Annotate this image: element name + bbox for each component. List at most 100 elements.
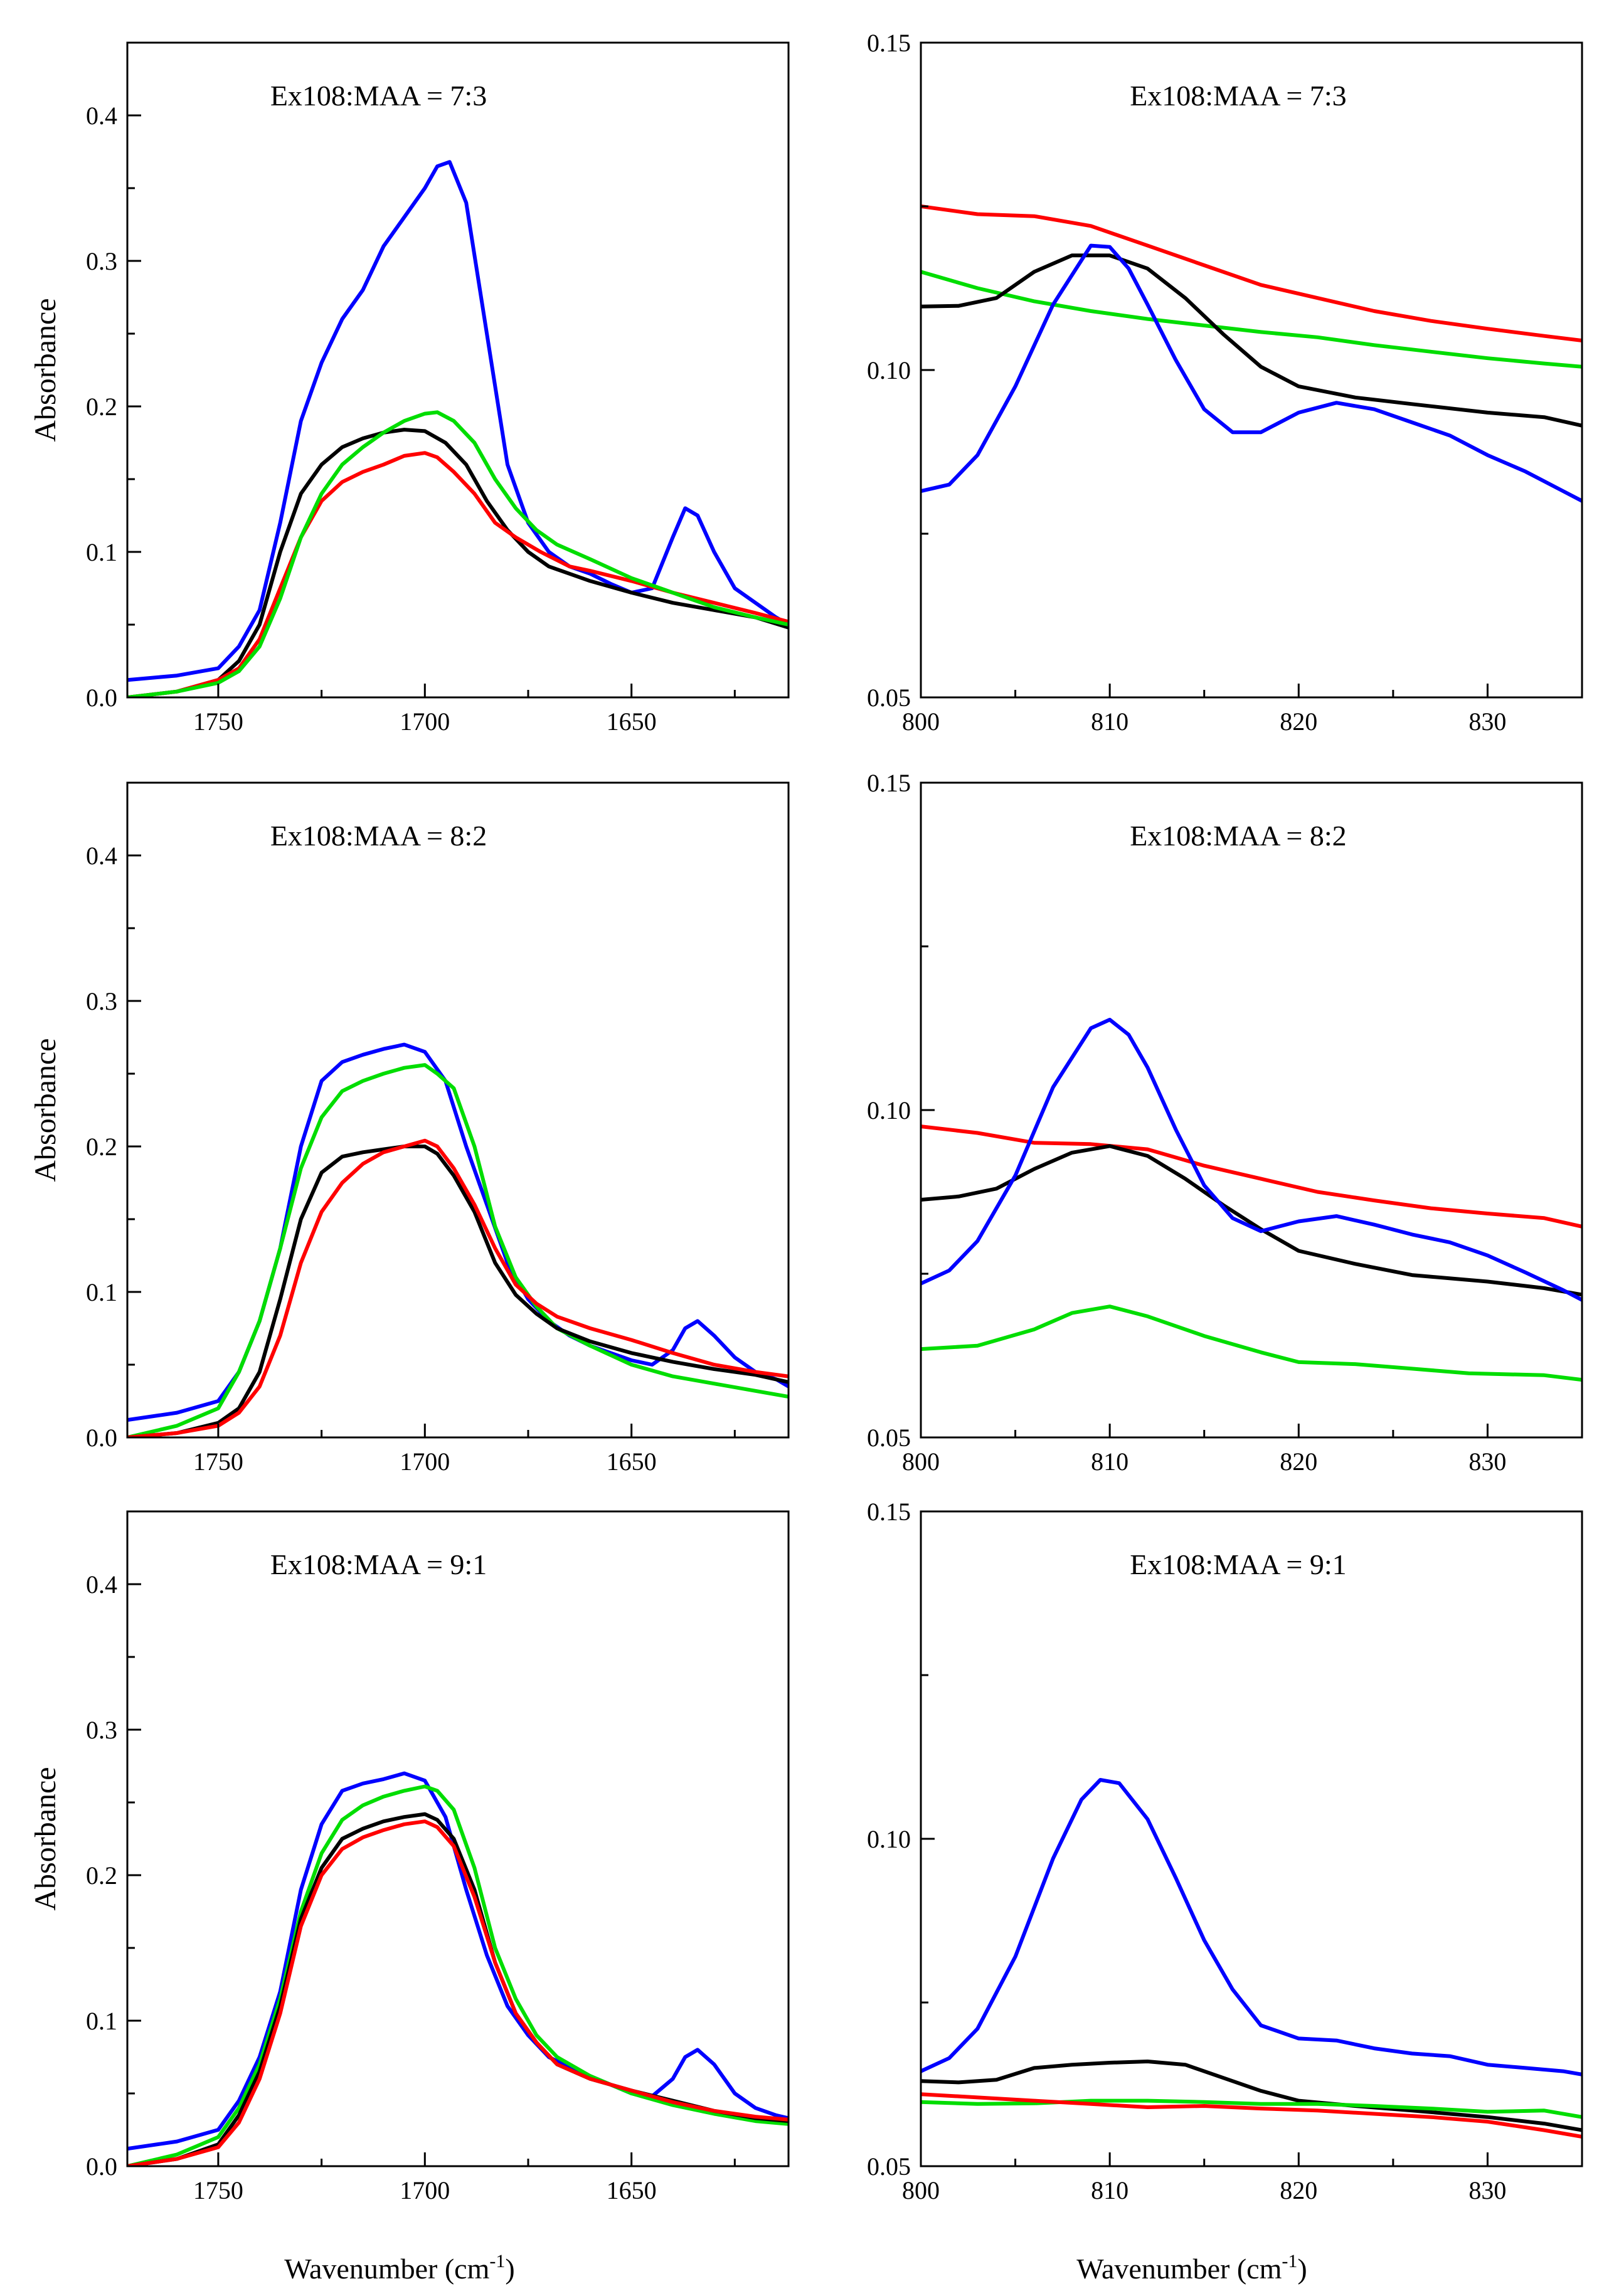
- x-tick-label: 1650: [607, 1447, 657, 1476]
- series-line-4: [921, 2092, 1582, 2139]
- series-line-2: [921, 270, 1582, 369]
- y-tick-label: 0.4: [86, 842, 117, 870]
- x-tick-label: 1650: [607, 2176, 657, 2204]
- x-axis-label-right: Wavenumber (cm-1): [1076, 2251, 1307, 2285]
- plot-area: [127, 43, 789, 697]
- x-axis-label-text: Wavenumber (cm-1): [284, 2251, 514, 2285]
- y-axis-label: Absorbance: [29, 1038, 62, 1182]
- x-tick-label: 810: [1091, 1447, 1128, 1476]
- axes-frame: [126, 1510, 790, 2167]
- series-line-1: [921, 204, 1582, 342]
- series-group: [921, 204, 1582, 503]
- series-line-1: [921, 1778, 1582, 2076]
- x-tick-label: 830: [1468, 2176, 1506, 2204]
- x-tick-label: 830: [1468, 707, 1506, 736]
- y-tick-label: 0.0: [86, 684, 117, 712]
- series-line-1: [921, 1124, 1582, 1229]
- y-tick-label: 0.4: [86, 102, 117, 130]
- series-group: [921, 1778, 1582, 2139]
- x-axis-label-text: Wavenumber (cm-1): [1076, 2251, 1307, 2285]
- chart-panel-3: 1750 1700 1650 0.0 0.1 0.2 0.3 0.4 Ex108:MAA = 8…: [29, 781, 790, 1476]
- series-line-3: [921, 1017, 1582, 1302]
- axes-frame: [126, 781, 790, 1439]
- series-group: [921, 1017, 1582, 1382]
- y-tick-label: 0.15: [867, 29, 911, 57]
- y-tick-label: 0.2: [86, 1133, 117, 1161]
- x-tick-label: 1750: [193, 2176, 243, 2204]
- series-line-4: [127, 1138, 789, 1437]
- series-group: [127, 1771, 789, 2166]
- axes-frame: [126, 41, 790, 699]
- y-axis-label: Absorbance: [29, 298, 62, 442]
- x-tick-label: 1750: [193, 1447, 243, 1476]
- y-tick-label: 0.1: [86, 2007, 117, 2035]
- plot-area: [921, 1511, 1582, 2166]
- series-line-3: [127, 1145, 789, 1437]
- x-tick-label: 800: [902, 707, 940, 736]
- series-group: [127, 160, 789, 697]
- x-tick-label: 810: [1091, 707, 1128, 736]
- x-tick-label: 800: [902, 2176, 940, 2204]
- panels: 1750 1700 1650 0.0 0.1 0.2 0.3 0.4 Ex108:MAA = 7…: [29, 29, 1583, 2204]
- y-tick-label: 0.3: [86, 1716, 117, 1744]
- chart-title: Ex108:MAA = 8:2: [270, 820, 487, 852]
- chart-panel-1: 1750 1700 1650 0.0 0.1 0.2 0.3 0.4 Ex108:MAA = 7…: [29, 41, 790, 736]
- x-tick-label: 1700: [400, 707, 450, 736]
- series-line-1: [127, 1771, 789, 2151]
- y-tick-label: 0.05: [867, 2152, 911, 2181]
- y-tick-label: 0.4: [86, 1570, 117, 1599]
- series-line-3: [921, 253, 1582, 428]
- series-line-2: [127, 428, 789, 697]
- series-line-3: [921, 2098, 1582, 2119]
- x-tick-label: 1650: [607, 707, 657, 736]
- y-tick-label: 0.0: [86, 1424, 117, 1452]
- y-tick-label: 0.1: [86, 538, 117, 566]
- x-tick-label: 830: [1468, 1447, 1506, 1476]
- chart-panel-5: 1750 1700 1650 0.0 0.1 0.2 0.3 0.4 Ex108:MAA = 9…: [29, 1510, 790, 2204]
- y-tick-label: 0.15: [867, 769, 911, 797]
- x-tick-label: 800: [902, 1447, 940, 1476]
- x-tick-label: 820: [1280, 1447, 1317, 1476]
- plot-area: [127, 783, 789, 1437]
- y-tick-label: 0.05: [867, 1424, 911, 1452]
- chart-title: Ex108:MAA = 7:3: [270, 80, 487, 112]
- x-tick-label: 1750: [193, 707, 243, 736]
- y-tick-label: 0.10: [867, 1825, 911, 1853]
- series-group: [127, 1042, 789, 1437]
- plot-area: [921, 783, 1582, 1437]
- y-tick-label: 0.3: [86, 987, 117, 1015]
- series-line-4: [921, 1304, 1582, 1382]
- series-line-1: [127, 160, 789, 682]
- y-tick-label: 0.15: [867, 1498, 911, 1526]
- series-line-2: [127, 1063, 789, 1437]
- chart-title: Ex108:MAA = 9:1: [1130, 1548, 1346, 1580]
- y-tick-label: 0.10: [867, 1096, 911, 1124]
- chart-title: Ex108:MAA = 7:3: [1130, 80, 1346, 112]
- plot-area: [127, 1511, 789, 2166]
- series-line-4: [127, 1819, 789, 2166]
- chart-panel-2: 800 810 820 830 0.05 0.10 0.15 Ex108:MAA = 7:3: [867, 29, 1583, 736]
- x-tick-label: 1700: [400, 2176, 450, 2204]
- y-tick-label: 0.05: [867, 684, 911, 712]
- chart-panel-6: 800 810 820 830 0.05 0.10 0.15 Ex108:MAA = 9:1: [867, 1498, 1583, 2204]
- y-tick-label: 0.3: [86, 247, 117, 275]
- x-tick-label: 1700: [400, 1447, 450, 1476]
- y-tick-label: 0.1: [86, 1278, 117, 1306]
- y-tick-label: 0.0: [86, 2152, 117, 2181]
- x-tick-label: 820: [1280, 707, 1317, 736]
- chart-panel-4: 800 810 820 830 0.05 0.10 0.15 Ex108:MAA = 8:2: [867, 769, 1583, 1476]
- x-tick-label: 810: [1091, 2176, 1128, 2204]
- y-tick-label: 0.2: [86, 1861, 117, 1890]
- y-tick-label: 0.2: [86, 393, 117, 421]
- chart-title: Ex108:MAA = 9:1: [270, 1548, 487, 1580]
- x-axis-label-left: Wavenumber (cm-1): [284, 2251, 514, 2285]
- x-tick-label: 820: [1280, 2176, 1317, 2204]
- plot-area: [921, 43, 1582, 697]
- chart-title: Ex108:MAA = 8:2: [1130, 820, 1346, 852]
- y-tick-label: 0.10: [867, 356, 911, 384]
- series-line-2: [921, 2060, 1582, 2132]
- y-axis-label: Absorbance: [29, 1767, 62, 1910]
- series-line-4: [921, 243, 1582, 503]
- series-line-3: [127, 451, 789, 697]
